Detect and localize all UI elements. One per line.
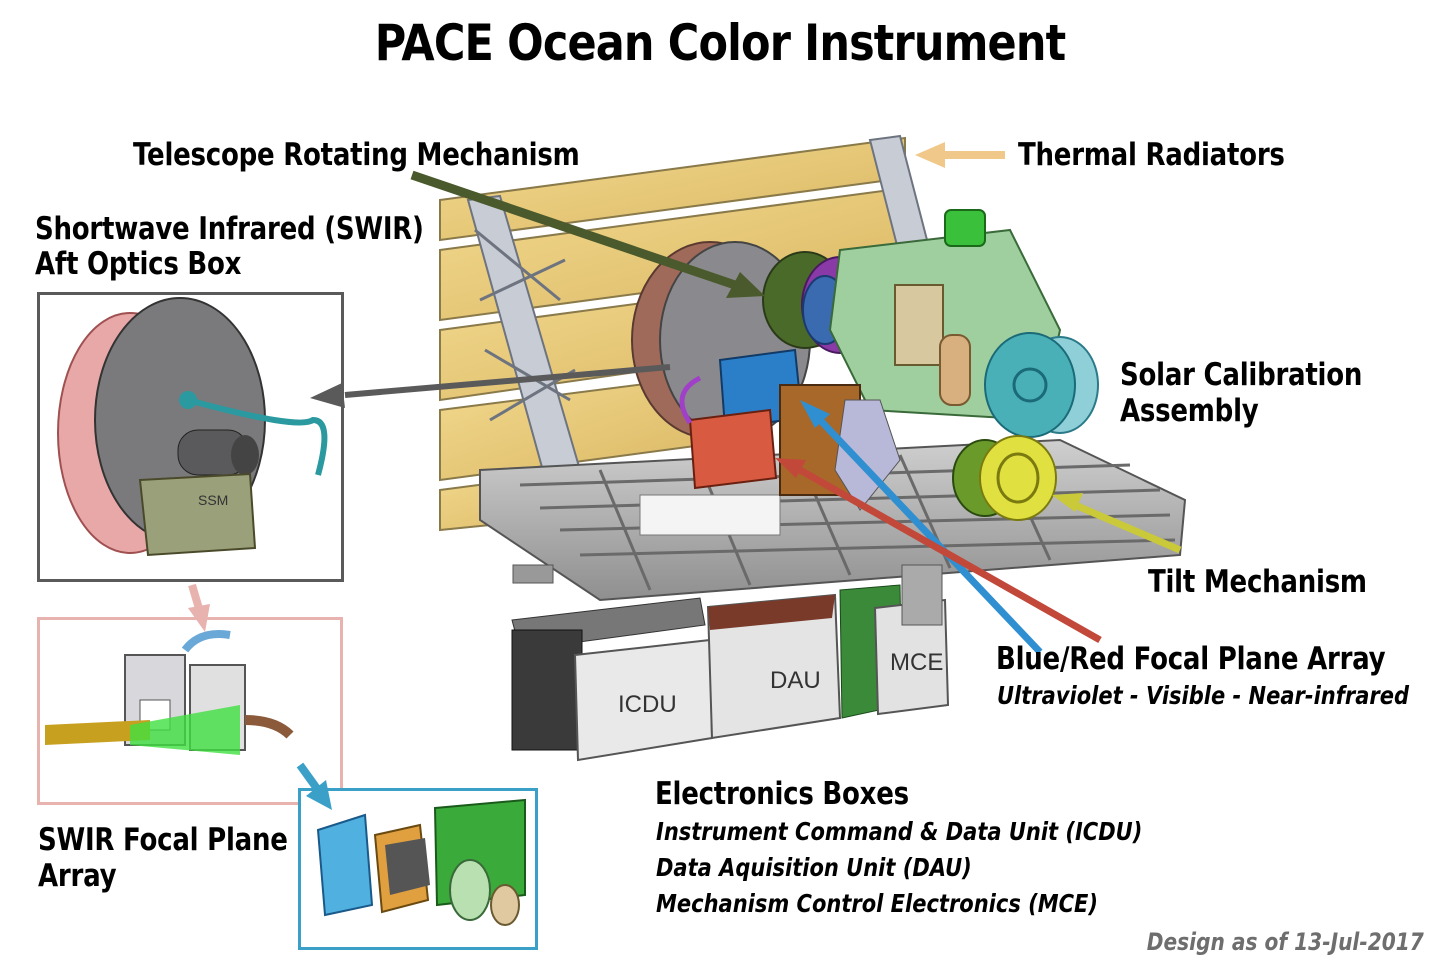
design-date-credit: Design as of 13-Jul-2017: [1146, 928, 1424, 956]
focal-plane-arrays: [679, 348, 901, 511]
swir-aft-optics-label-line1: Shortwave Infrared (SWIR): [35, 211, 424, 247]
swir-fpa-label-line2: Array: [38, 858, 117, 894]
tilt-mechanism-label: Tilt Mechanism: [1148, 564, 1367, 600]
focal-plane-array-subtitle: Ultraviolet - Visible - Near-infrared: [997, 681, 1410, 710]
solar-calibration-label-line1: Solar Calibration: [1120, 357, 1363, 393]
dau-box-label: DAU: [770, 667, 821, 694]
tilt-mechanism: [952, 435, 1057, 521]
page-title: PACE Ocean Color Instrument: [374, 14, 1066, 72]
ssm-label: SSM: [198, 492, 228, 508]
solar-calibration-label-line2: Assembly: [1120, 393, 1259, 429]
electronics-icdu-label: Instrument Command & Data Unit (ICDU): [656, 817, 1143, 846]
thermal-radiators-label: Thermal Radiators: [1018, 137, 1285, 173]
electronics-boxes-label: Electronics Boxes: [655, 776, 909, 812]
swir-fpa-label-line1: SWIR Focal Plane: [38, 822, 288, 858]
electronics-mce-label: Mechanism Control Electronics (MCE): [656, 889, 1098, 918]
mce-box-label: MCE: [890, 649, 943, 676]
callout-arrows: [188, 142, 1182, 810]
swir-fpa-detail-drawing: [316, 798, 526, 926]
swir-aft-optics-drawing: SSM: [57, 297, 328, 557]
swir-aft-optics-label-line2: Aft Optics Box: [35, 246, 242, 282]
icdu-box-label: ICDU: [618, 691, 677, 718]
telescope-label: Telescope Rotating Mechanism: [133, 137, 580, 173]
solar-calibration-assembly: [984, 332, 1099, 438]
electronics-boxes: ICDU DAU MCE: [511, 564, 950, 762]
focal-plane-array-label: Blue/Red Focal Plane Array: [996, 641, 1386, 677]
swir-fpa-drawing: [45, 630, 294, 755]
electronics-dau-label: Data Aquisition Unit (DAU): [656, 853, 972, 882]
